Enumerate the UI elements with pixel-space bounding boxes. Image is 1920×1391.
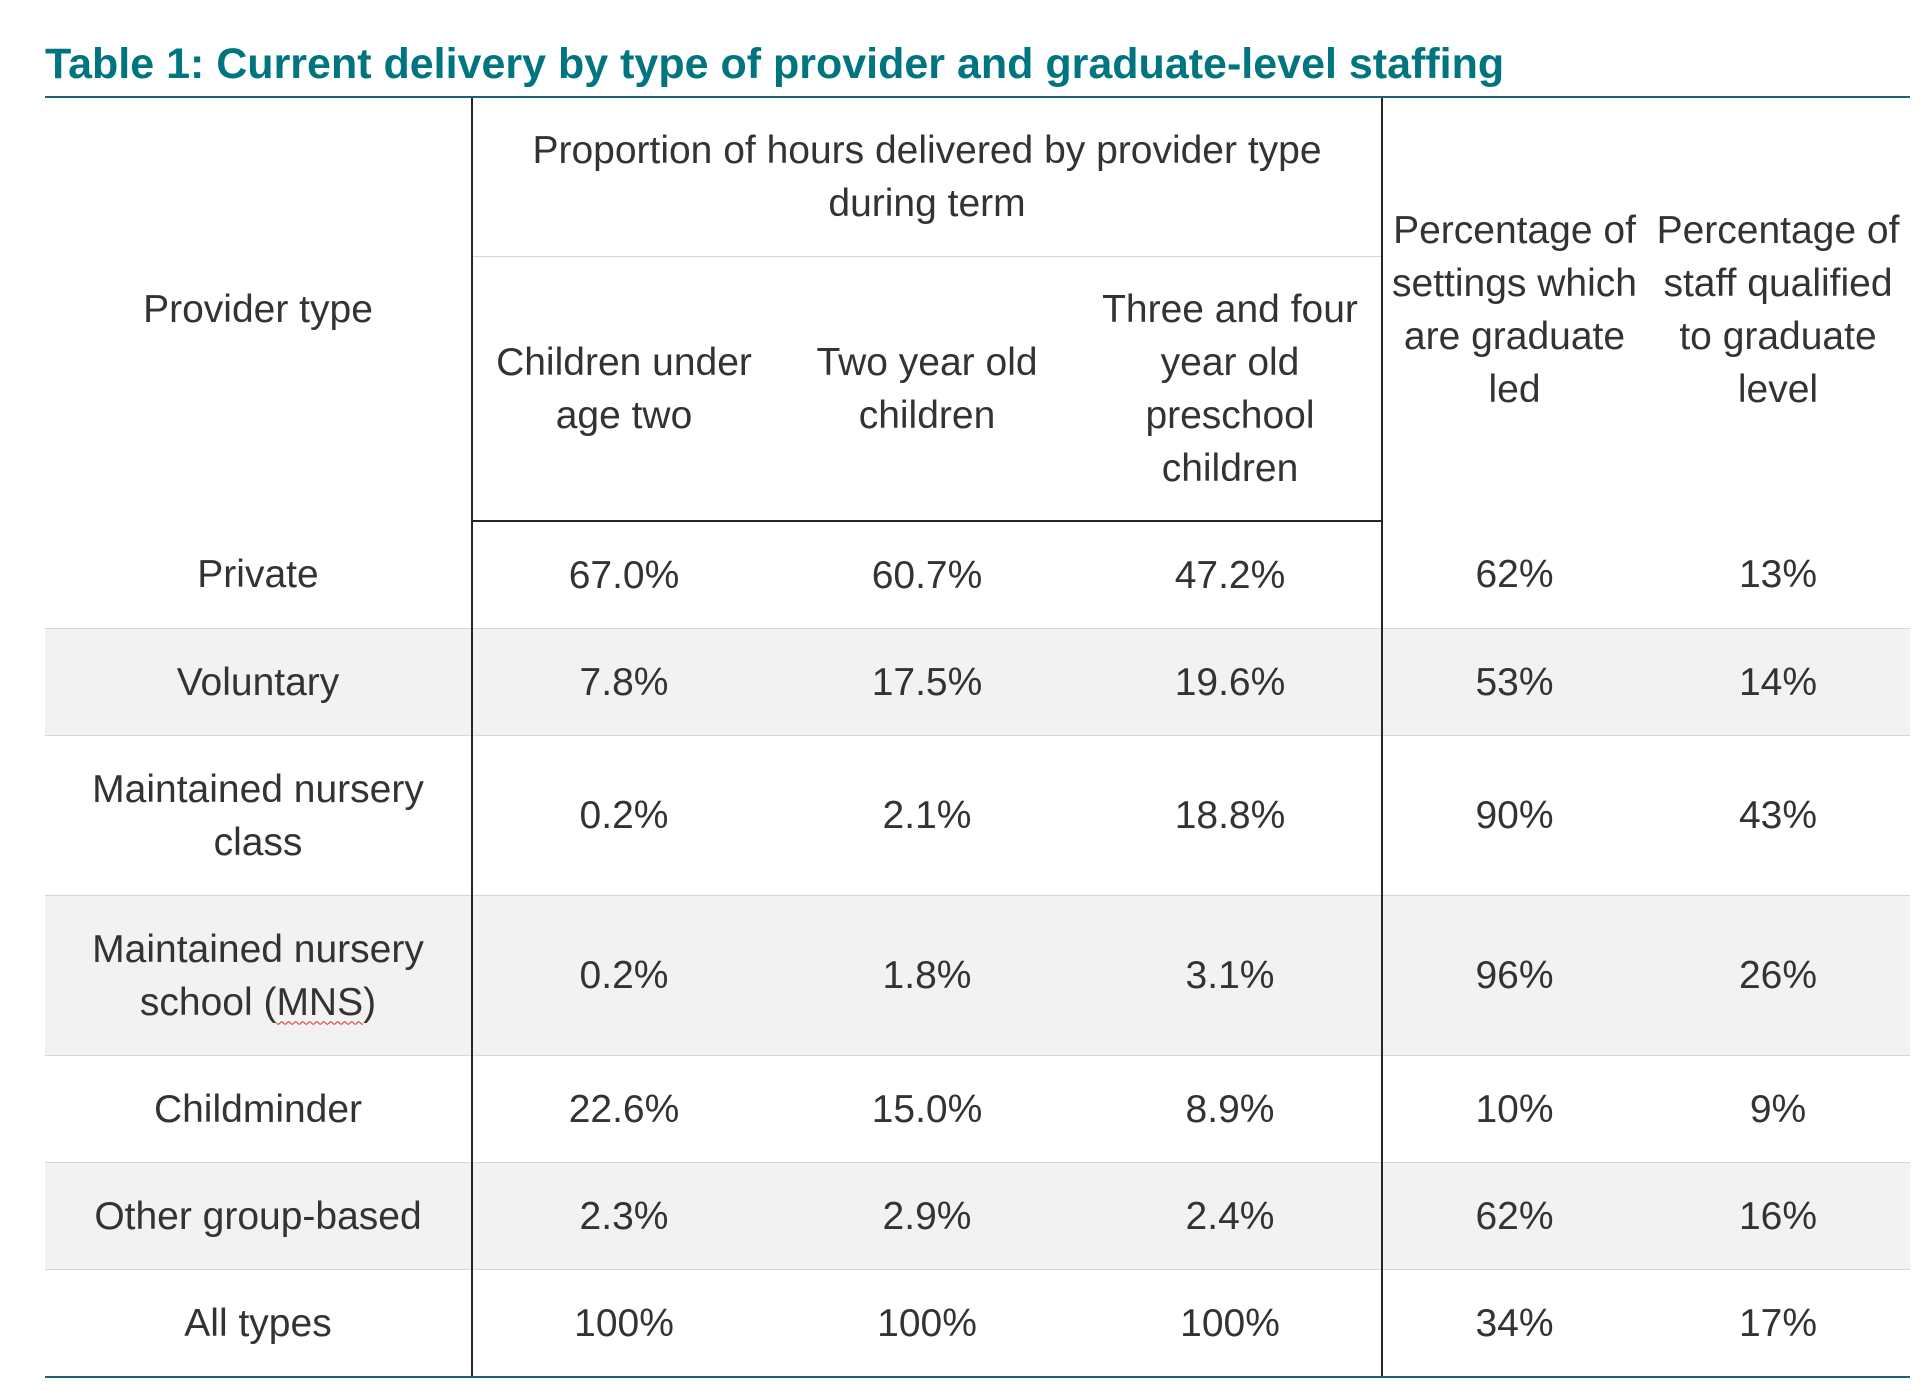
three-four-year-old-cell: 2.4% — [1079, 1162, 1383, 1270]
header-three-four-year-old: Three and four year old preschool childr… — [1079, 256, 1383, 522]
staff-qualified-cell: 16% — [1646, 1162, 1910, 1270]
table-row: All types 100% 100% 100% 34% 17% — [45, 1269, 1910, 1378]
three-four-year-old-cell: 8.9% — [1079, 1055, 1383, 1163]
graduate-led-cell: 96% — [1382, 895, 1646, 1056]
provider-name-cell: Childminder — [45, 1055, 473, 1163]
two-year-old-cell: 15.0% — [775, 1055, 1079, 1163]
three-four-year-old-cell: 100% — [1079, 1269, 1383, 1378]
header-staff-qualified: Percentage of staff qualified to graduat… — [1656, 208, 1900, 411]
provider-delivery-table: Provider type Proportion of hours delive… — [45, 98, 1910, 1378]
three-four-year-old-cell: 3.1% — [1079, 895, 1383, 1056]
staff-qualified-cell: 26% — [1646, 895, 1910, 1056]
graduate-led-cell: 53% — [1382, 628, 1646, 736]
provider-name-suffix: ) — [363, 980, 377, 1024]
under-two-cell: 0.2% — [472, 895, 775, 1056]
header-under-two: Children under age two — [472, 256, 775, 522]
under-two-cell: 0.2% — [472, 735, 775, 896]
graduate-led-cell: 10% — [1382, 1055, 1646, 1163]
table-row: Maintained nursery school (MNS) 0.2% 1.8… — [45, 895, 1910, 1056]
staff-qualified-cell: 9% — [1646, 1055, 1910, 1163]
staff-qualified-cell: 14% — [1646, 628, 1910, 736]
three-four-year-old-cell: 18.8% — [1079, 735, 1383, 896]
two-year-old-cell: 1.8% — [775, 895, 1079, 1056]
graduate-led-cell: 62% — [1382, 521, 1646, 629]
under-two-cell: 67.0% — [472, 521, 775, 629]
table-row: Private 67.0% 60.7% 47.2% 62% 13% — [45, 521, 1910, 629]
provider-name-cell: All types — [45, 1269, 473, 1378]
provider-name-cell: Other group-based — [45, 1162, 473, 1270]
table-row: Maintained nursery class 0.2% 2.1% 18.8%… — [45, 735, 1910, 896]
under-two-cell: 100% — [472, 1269, 775, 1378]
graduate-led-cell: 90% — [1382, 735, 1646, 896]
under-two-cell: 22.6% — [472, 1055, 775, 1163]
header-two-year-old: Two year old children — [775, 256, 1079, 522]
two-year-old-cell: 100% — [775, 1269, 1079, 1378]
provider-name-cell: Private — [45, 521, 473, 629]
provider-name-cell: Maintained nursery class — [45, 735, 473, 896]
graduate-led-cell: 62% — [1382, 1162, 1646, 1270]
table-row: Other group-based 2.3% 2.9% 2.4% 62% 16% — [45, 1162, 1910, 1270]
provider-abbreviation: MNS — [276, 980, 364, 1024]
staff-qualified-cell: 13% — [1646, 521, 1910, 629]
two-year-old-cell: 2.9% — [775, 1162, 1079, 1270]
two-year-old-cell: 60.7% — [775, 521, 1079, 629]
table-row: Childminder 22.6% 15.0% 8.9% 10% 9% — [45, 1055, 1910, 1163]
three-four-year-old-cell: 47.2% — [1079, 521, 1383, 629]
staff-qualified-cell: 17% — [1646, 1269, 1910, 1378]
two-year-old-cell: 2.1% — [775, 735, 1079, 896]
three-four-year-old-cell: 19.6% — [1079, 628, 1383, 736]
provider-name-prefix: Maintained nursery school ( — [92, 927, 424, 1024]
staff-qualified-cell: 43% — [1646, 735, 1910, 896]
table-row: Voluntary 7.8% 17.5% 19.6% 53% 14% — [45, 628, 1910, 736]
graduate-led-cell: 34% — [1382, 1269, 1646, 1378]
under-two-cell: 2.3% — [472, 1162, 775, 1270]
header-graduate-led: Percentage of settings which are graduat… — [1392, 208, 1637, 411]
two-year-old-cell: 17.5% — [775, 628, 1079, 736]
table-title: Table 1: Current delivery by type of pro… — [45, 40, 1505, 88]
provider-name-cell: Voluntary — [45, 628, 473, 736]
header-provider-type: Provider type — [45, 98, 473, 521]
under-two-cell: 7.8% — [472, 628, 775, 736]
provider-name-cell: Maintained nursery school (MNS) — [45, 895, 473, 1056]
header-proportion-group: Proportion of hours delivered by provide… — [472, 98, 1383, 257]
title-divider — [45, 96, 1910, 98]
